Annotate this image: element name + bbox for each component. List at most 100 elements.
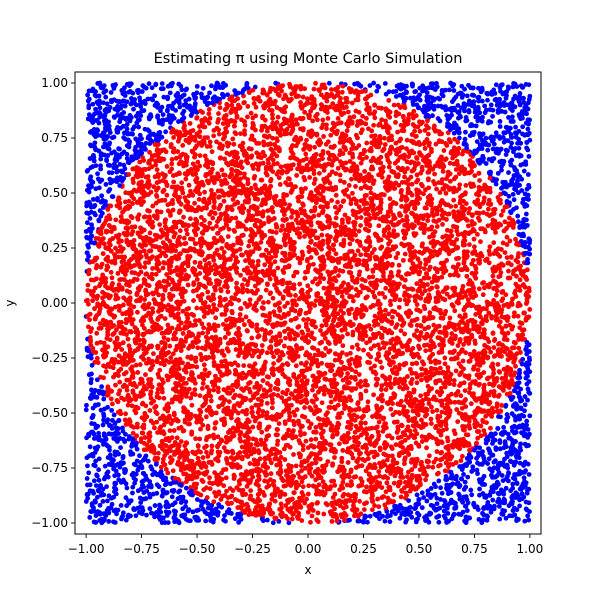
point-outside-circle xyxy=(183,485,189,491)
point-inside-circle xyxy=(393,119,398,125)
point-inside-circle xyxy=(161,335,167,341)
point-inside-circle xyxy=(321,511,327,517)
point-inside-circle xyxy=(182,326,187,331)
point-inside-circle xyxy=(271,354,277,360)
point-inside-circle xyxy=(505,275,511,281)
point-inside-circle xyxy=(504,255,510,260)
point-inside-circle xyxy=(309,197,315,203)
point-inside-circle xyxy=(220,136,226,142)
point-outside-circle xyxy=(497,118,503,124)
point-outside-circle xyxy=(144,512,149,518)
point-inside-circle xyxy=(346,194,351,199)
point-inside-circle xyxy=(135,370,141,375)
point-inside-circle xyxy=(459,405,465,411)
point-inside-circle xyxy=(504,234,510,240)
point-inside-circle xyxy=(399,203,404,209)
point-outside-circle xyxy=(519,361,525,367)
point-inside-circle xyxy=(527,307,533,312)
point-inside-circle xyxy=(240,210,246,216)
point-inside-circle xyxy=(103,369,109,374)
point-inside-circle xyxy=(478,239,483,245)
point-outside-circle xyxy=(87,444,93,450)
point-inside-circle xyxy=(414,328,420,334)
point-inside-circle xyxy=(96,311,102,317)
point-inside-circle xyxy=(471,236,477,242)
point-inside-circle xyxy=(395,129,400,135)
point-outside-circle xyxy=(95,171,100,177)
point-inside-circle xyxy=(438,385,444,391)
point-outside-circle xyxy=(451,511,457,517)
point-inside-circle xyxy=(346,435,352,441)
point-inside-circle xyxy=(351,474,357,480)
point-outside-circle xyxy=(286,520,292,526)
point-inside-circle xyxy=(524,277,530,282)
point-outside-circle xyxy=(106,170,112,176)
point-inside-circle xyxy=(345,109,351,115)
point-inside-circle xyxy=(475,435,481,441)
point-inside-circle xyxy=(444,291,450,297)
point-inside-circle xyxy=(207,220,213,226)
point-inside-circle xyxy=(310,373,316,379)
point-inside-circle xyxy=(325,285,331,291)
point-inside-circle xyxy=(439,274,445,280)
point-inside-circle xyxy=(379,365,385,370)
point-outside-circle xyxy=(512,81,518,87)
point-inside-circle xyxy=(154,192,159,198)
point-inside-circle xyxy=(219,312,225,317)
point-inside-circle xyxy=(398,494,404,500)
point-inside-circle xyxy=(113,382,118,388)
point-inside-circle xyxy=(186,386,192,392)
point-inside-circle xyxy=(170,365,176,371)
point-inside-circle xyxy=(448,228,454,234)
point-inside-circle xyxy=(377,413,382,419)
point-inside-circle xyxy=(468,401,474,407)
point-outside-circle xyxy=(493,181,499,187)
point-inside-circle xyxy=(449,149,455,155)
point-inside-circle xyxy=(197,163,203,169)
point-inside-circle xyxy=(307,175,313,180)
point-inside-circle xyxy=(147,149,152,155)
point-inside-circle xyxy=(405,190,411,196)
point-inside-circle xyxy=(509,326,515,332)
point-inside-circle xyxy=(404,137,410,143)
point-inside-circle xyxy=(197,436,203,442)
point-inside-circle xyxy=(321,134,326,139)
point-inside-circle xyxy=(116,239,122,245)
point-inside-circle xyxy=(452,308,458,314)
point-inside-circle xyxy=(496,323,502,329)
point-outside-circle xyxy=(490,497,496,503)
point-inside-circle xyxy=(435,335,441,340)
point-outside-circle xyxy=(207,90,212,96)
point-inside-circle xyxy=(198,352,203,357)
point-inside-circle xyxy=(355,248,361,254)
point-inside-circle xyxy=(111,374,116,380)
point-inside-circle xyxy=(451,161,457,167)
point-inside-circle xyxy=(311,336,317,342)
point-inside-circle xyxy=(515,313,521,319)
point-outside-circle xyxy=(130,131,135,137)
point-inside-circle xyxy=(207,486,213,492)
point-inside-circle xyxy=(213,315,219,321)
point-inside-circle xyxy=(389,446,395,451)
point-outside-circle xyxy=(161,94,167,100)
point-outside-circle xyxy=(164,490,170,495)
point-inside-circle xyxy=(500,208,506,214)
point-inside-circle xyxy=(341,110,347,116)
point-inside-circle xyxy=(364,484,369,490)
point-inside-circle xyxy=(459,370,464,375)
point-inside-circle xyxy=(481,428,487,434)
point-outside-circle xyxy=(100,499,106,504)
point-inside-circle xyxy=(96,325,102,331)
point-inside-circle xyxy=(440,222,445,227)
point-inside-circle xyxy=(270,400,275,406)
point-outside-circle xyxy=(101,413,107,419)
point-inside-circle xyxy=(225,449,231,455)
point-outside-circle xyxy=(470,464,476,470)
point-inside-circle xyxy=(405,121,411,127)
point-inside-circle xyxy=(296,438,302,443)
point-inside-circle xyxy=(184,390,190,396)
point-inside-circle xyxy=(370,414,375,419)
point-inside-circle xyxy=(376,291,382,296)
point-inside-circle xyxy=(184,231,190,237)
point-inside-circle xyxy=(262,336,268,342)
